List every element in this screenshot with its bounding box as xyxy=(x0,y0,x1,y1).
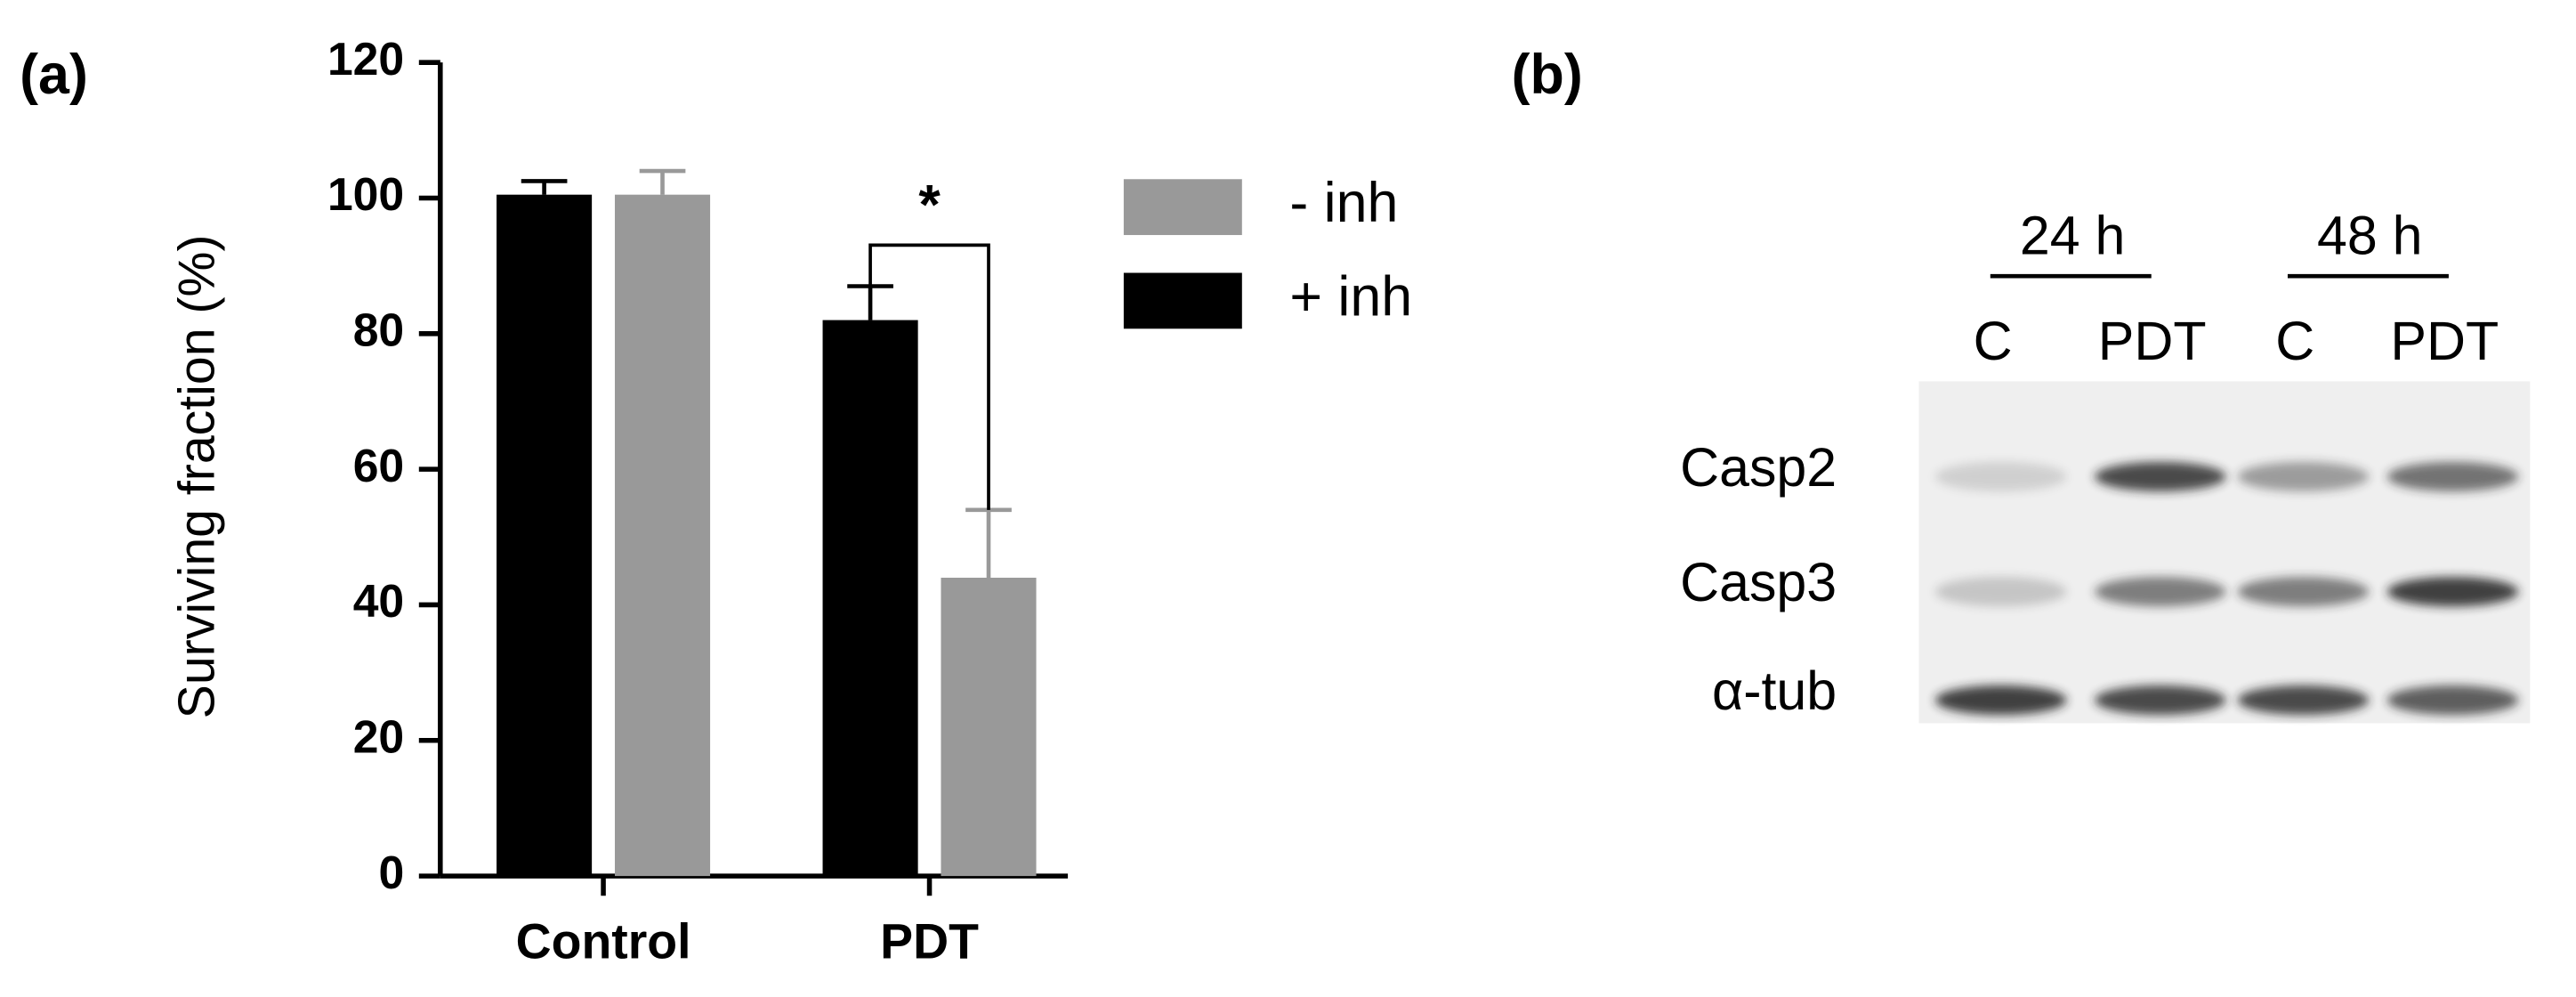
legend-label: + inh xyxy=(1289,265,1412,328)
lane-label: PDT xyxy=(2390,311,2499,371)
blot-band xyxy=(2237,685,2370,716)
bar xyxy=(941,577,1037,877)
legend-swatch xyxy=(1123,179,1242,236)
blot-band xyxy=(1934,685,2067,716)
panel-label: (a) xyxy=(20,44,88,106)
lane-label: C xyxy=(1974,311,2013,371)
significance-bracket xyxy=(868,243,990,510)
blot-membrane xyxy=(1918,381,2531,724)
panel-label: (b) xyxy=(1512,44,1583,106)
time-label: 48 h xyxy=(2317,206,2423,266)
y-tick-label: 40 xyxy=(353,575,405,627)
blot-band xyxy=(2095,577,2226,607)
error-bar xyxy=(639,168,686,195)
y-tick-label: 80 xyxy=(353,304,405,355)
y-tick-label: 120 xyxy=(327,33,404,85)
y-tick-label: 60 xyxy=(353,440,405,491)
blot-band xyxy=(2095,461,2226,492)
row-label: α-tub xyxy=(1712,661,1837,721)
error-bar xyxy=(847,284,893,320)
row-label: Casp3 xyxy=(1680,552,1837,612)
x-tick-label: PDT xyxy=(880,913,979,969)
bar xyxy=(614,194,711,877)
error-bar xyxy=(521,179,568,195)
y-tick-label: 20 xyxy=(353,710,405,762)
row-label: Casp2 xyxy=(1680,437,1837,498)
lane-label: PDT xyxy=(2098,311,2207,371)
legend-swatch xyxy=(1123,272,1242,329)
blot-band xyxy=(1934,461,2067,492)
blot-band xyxy=(2237,577,2370,607)
blot-band xyxy=(2386,685,2519,716)
legend-label: - inh xyxy=(1289,172,1398,234)
x-tick-label: Control xyxy=(516,913,691,969)
y-tick-label: 0 xyxy=(378,847,404,898)
bar xyxy=(497,194,593,877)
blot-band xyxy=(1934,577,2067,607)
blot-band xyxy=(2095,685,2226,716)
blot-band xyxy=(2386,577,2519,607)
y-tick-label: 100 xyxy=(327,168,404,220)
lane-label: C xyxy=(2275,311,2314,371)
blot-band xyxy=(2237,461,2370,492)
blot-band xyxy=(2386,461,2519,492)
time-label: 24 h xyxy=(2020,206,2126,266)
y-axis-label: Surviving fraction (%) xyxy=(168,235,225,719)
significance-label: * xyxy=(918,174,941,236)
error-bar xyxy=(965,507,1012,578)
bar xyxy=(822,320,918,877)
